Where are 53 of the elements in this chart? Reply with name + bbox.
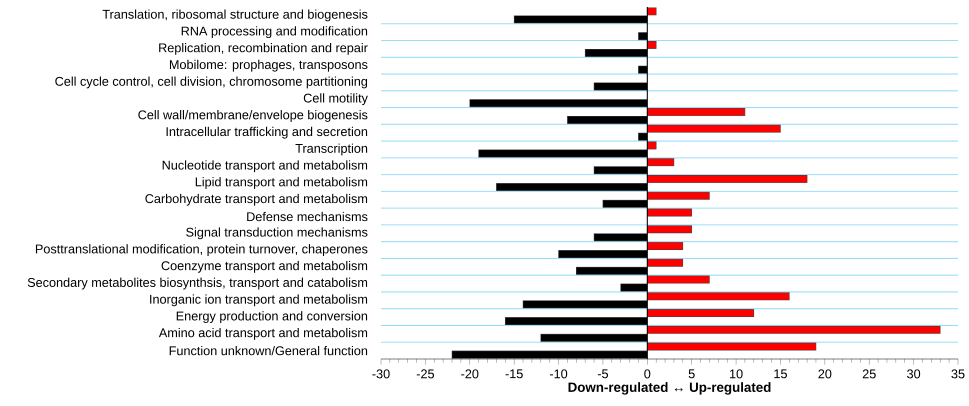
y-tick-label: RNA processing and modification [182, 26, 368, 38]
bar [647, 258, 684, 267]
y-tick-label: Secondary metabolites biosynthsis, transport and catabolism [28, 278, 368, 290]
x-tick-label: 15 [774, 369, 787, 378]
bar [647, 242, 684, 250]
x-tick-label: -5 [598, 369, 608, 378]
y-tick-label: Inorganic ion transport and metabolism [150, 294, 368, 306]
x-axis-title: Down-regulated ↔ Up-regulated [568, 382, 770, 395]
y-tick-label: Energy production and conversion [176, 311, 368, 323]
y-tick-label: Transcription [295, 144, 368, 156]
x-tick-label: 0 [644, 369, 650, 378]
y-tick-label: Replication, recombination and repair [159, 42, 368, 55]
y-tick-label: Coenzyme transport and metabolism [162, 260, 368, 273]
bar [647, 142, 656, 150]
x-tick-label: 10 [730, 369, 743, 378]
y-tick-label: Cell motility [304, 93, 368, 106]
bar [647, 108, 746, 116]
x-tick-label: 35 [951, 369, 965, 378]
y-tick-label: Posttranslational modification, protein turnover, chaperones [36, 244, 368, 256]
y-tick-label: Translation, ribosomal structure and biogenesis [102, 9, 368, 22]
bar [647, 158, 674, 166]
bar [647, 40, 656, 49]
bar [647, 208, 692, 216]
y-tick-label: Carbohydrate transport and metabolism [145, 194, 368, 206]
bar [647, 309, 754, 318]
bar [647, 326, 940, 334]
y-tick-label: Cell cycle control, cell division, chromosome partitioning [55, 76, 368, 88]
y-tick-label: Cell wall/membrane/envelope biogenesis [138, 110, 368, 122]
bar [647, 292, 790, 300]
x-tick-label: -20 [461, 369, 478, 378]
bar [647, 175, 808, 183]
y-tick-label: Signal transduction mechanisms [186, 227, 368, 240]
x-tick-label: 30 [907, 369, 920, 378]
y-tick-label: Function unknown/General function [170, 346, 368, 356]
bar [647, 342, 816, 351]
bar [647, 192, 710, 200]
x-tick-label: -10 [550, 369, 568, 378]
bar [647, 276, 710, 284]
x-tick-label: -15 [506, 369, 523, 378]
x-tick-label: 25 [862, 369, 876, 378]
y-tick-label: Mobilome: prophages, transposons [170, 60, 368, 72]
bar [647, 7, 656, 16]
y-tick-label: Nucleotide transport and metabolism [162, 160, 368, 172]
y-tick-label: Defense mechanisms [247, 212, 368, 222]
x-tick-label: -30 [372, 369, 390, 378]
x-tick-label: -25 [416, 369, 434, 378]
y-tick-label: Lipid transport and metabolism [196, 177, 368, 189]
x-tick-label: 20 [818, 369, 832, 378]
x-tick-label: 5 [688, 369, 695, 378]
y-tick-label: Intracellular trafficking and secretion [166, 126, 368, 139]
bar [647, 225, 692, 234]
bar [647, 124, 781, 133]
y-tick-label: Amino acid transport and metabolism [158, 328, 368, 340]
